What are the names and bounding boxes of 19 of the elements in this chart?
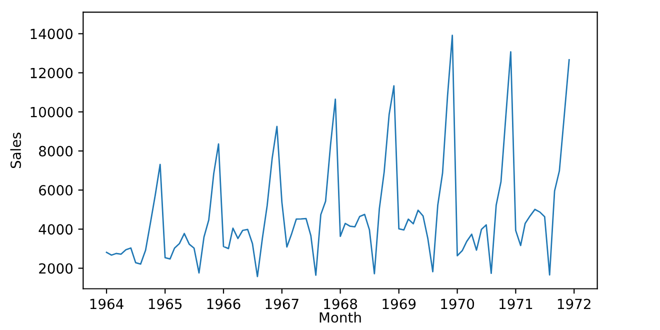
- x-tick-label: 1965: [148, 298, 182, 310]
- x-tick-label: 1970: [441, 298, 474, 310]
- y-tick-label: 12000: [30, 68, 73, 78]
- y-tick-label: 4000: [38, 224, 73, 235]
- y-axis-title: Sales: [10, 132, 22, 168]
- y-tick-label: 14000: [30, 28, 73, 40]
- x-tick-label: 1969: [382, 298, 416, 310]
- line-series: [106, 34, 570, 278]
- x-axis-title: Month: [320, 312, 361, 323]
- x-tick-label: 1966: [207, 298, 240, 310]
- x-tick-label: 1972: [558, 298, 590, 310]
- y-tick-label: 8000: [39, 146, 73, 156]
- x-tick-label: 1967: [266, 298, 298, 310]
- y-tick-label: 2000: [39, 263, 73, 274]
- y-tick-label: 6000: [39, 185, 73, 196]
- x-tick-label: 1968: [324, 298, 358, 310]
- y-tick-label: 10000: [30, 106, 73, 118]
- x-tick-label: 1964: [90, 298, 124, 310]
- x-tick-label: 1971: [500, 298, 532, 310]
